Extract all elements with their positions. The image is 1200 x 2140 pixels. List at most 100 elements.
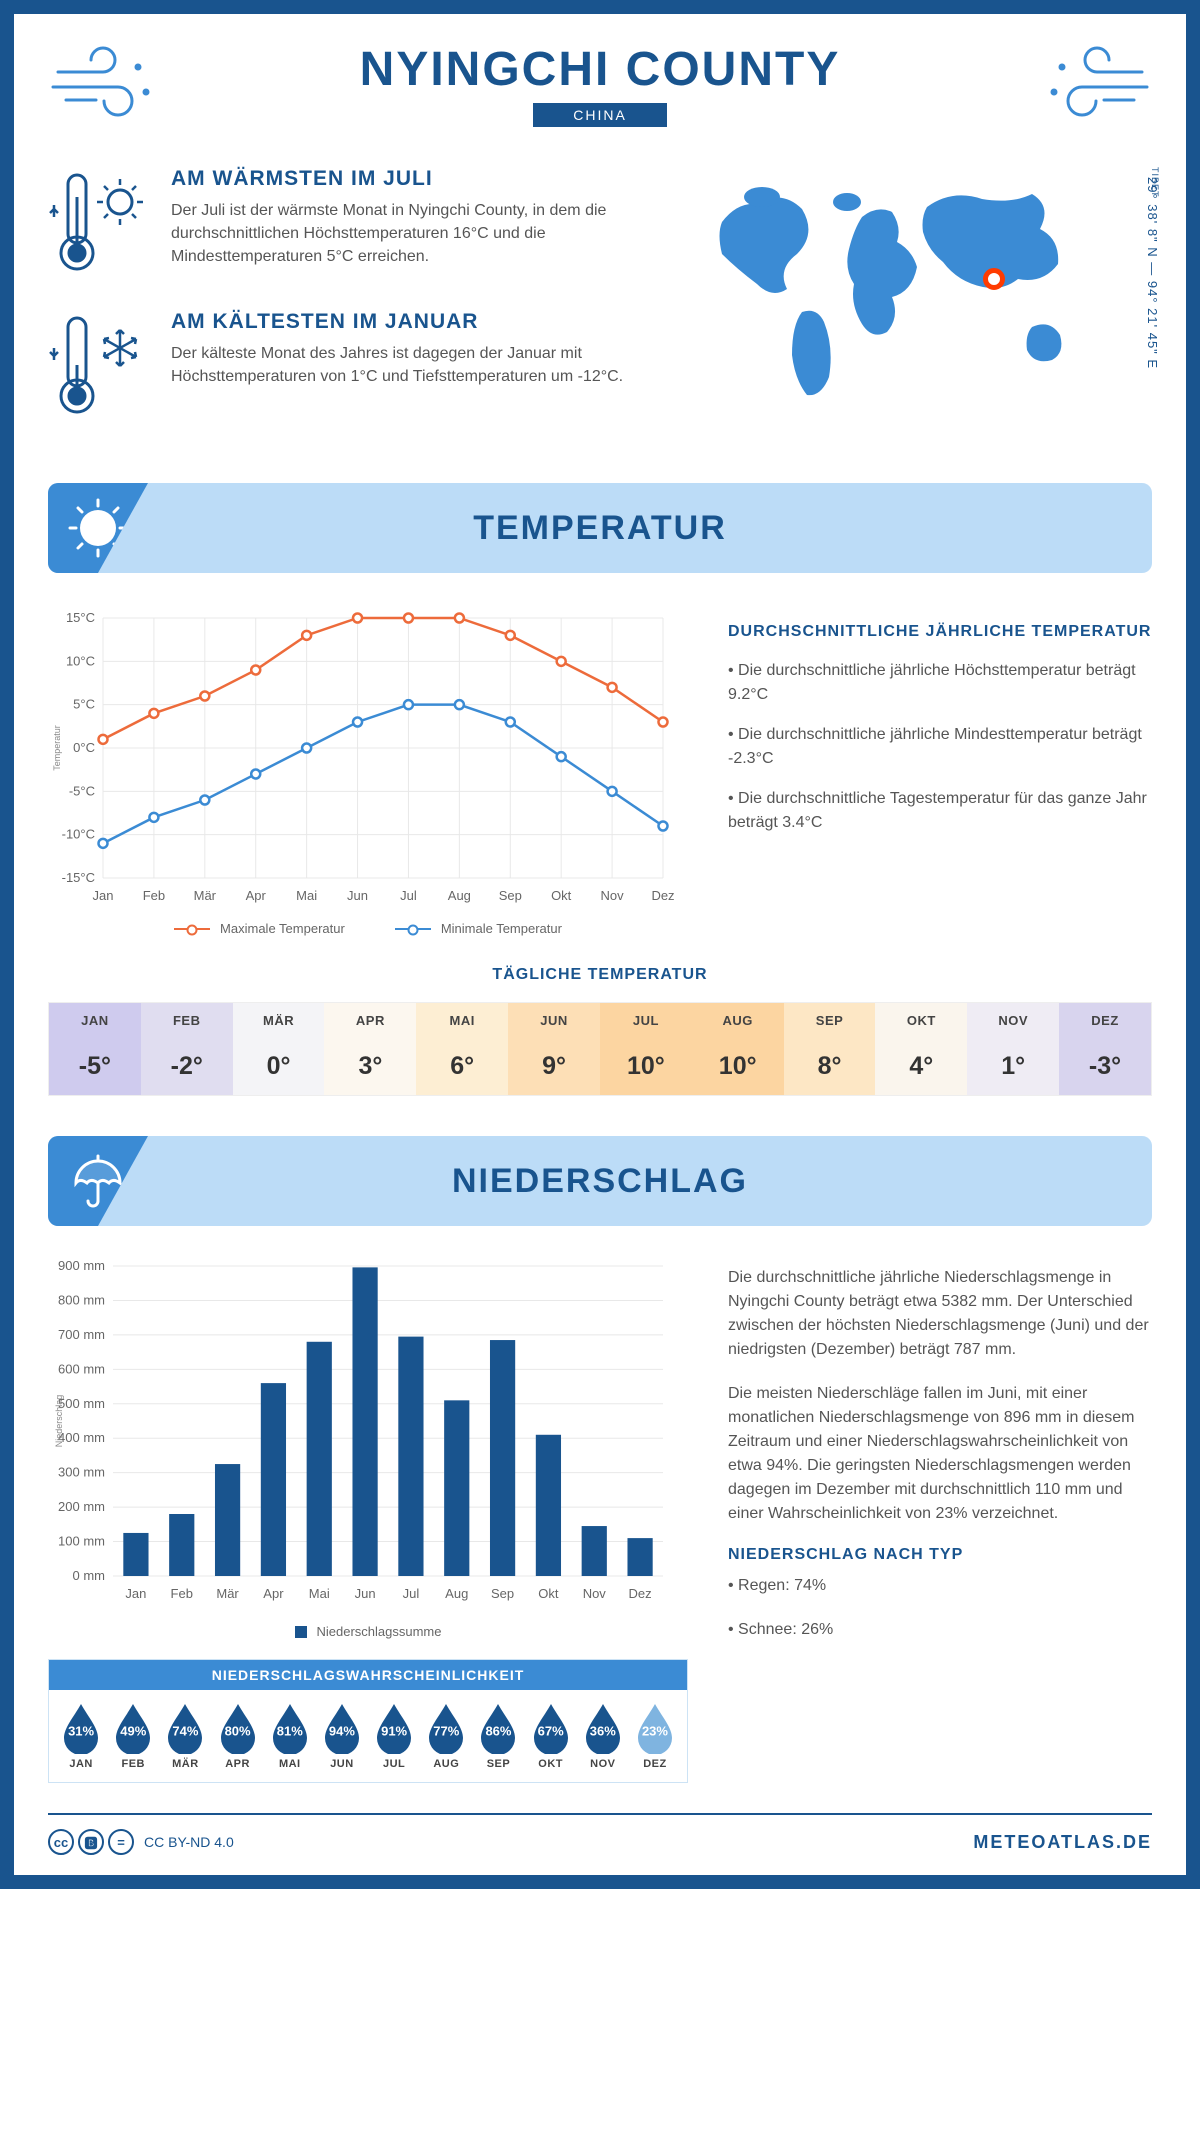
- raindrop-icon: 86%: [477, 1702, 519, 1754]
- footer: cc 🅱 = CC BY-ND 4.0 METEOATLAS.DE: [48, 1813, 1152, 1855]
- sun-icon: [48, 483, 148, 573]
- svg-text:-10°C: -10°C: [62, 827, 95, 842]
- svg-text:5°C: 5°C: [73, 697, 95, 712]
- month-label: AUG: [692, 1003, 784, 1038]
- svg-text:800 mm: 800 mm: [58, 1292, 105, 1307]
- world-map: [682, 167, 1112, 407]
- probability-item: 23% DEZ: [629, 1702, 681, 1770]
- svg-text:Jul: Jul: [400, 888, 417, 903]
- raindrop-icon: 94%: [321, 1702, 363, 1754]
- raindrop-icon: 67%: [530, 1702, 572, 1754]
- probability-item: 77% AUG: [420, 1702, 472, 1770]
- desc-para: Die durchschnittliche jährliche Niedersc…: [728, 1266, 1152, 1362]
- license: cc 🅱 = CC BY-ND 4.0: [48, 1829, 234, 1855]
- thermometer-snow-icon: [48, 310, 153, 425]
- temperature-row: -15°C-10°C-5°C0°C5°C10°C15°CJanFebMärApr…: [48, 603, 1152, 936]
- raindrop-icon: 36%: [582, 1702, 624, 1754]
- probability-title: NIEDERSCHLAGSWAHRSCHEINLICHKEIT: [49, 1660, 687, 1690]
- svg-text:Sep: Sep: [491, 1586, 514, 1601]
- raindrop-icon: 31%: [60, 1702, 102, 1754]
- month-label: NOV: [967, 1003, 1059, 1038]
- precip-type-line: • Regen: 74%: [728, 1574, 1152, 1598]
- raindrop-icon: 74%: [164, 1702, 206, 1754]
- desc-line: • Die durchschnittliche Tagestemperatur …: [728, 787, 1152, 835]
- month-label: SEP: [784, 1003, 876, 1038]
- svg-text:-5°C: -5°C: [69, 783, 95, 798]
- temp-value: 3°: [324, 1038, 416, 1095]
- svg-text:700 mm: 700 mm: [58, 1327, 105, 1342]
- wind-icon: [48, 42, 158, 127]
- month-label: JUN: [316, 1758, 368, 1770]
- probability-value: 94%: [329, 1723, 355, 1738]
- svg-text:500 mm: 500 mm: [58, 1396, 105, 1411]
- svg-text:Jan: Jan: [93, 888, 114, 903]
- probability-value: 91%: [381, 1723, 407, 1738]
- month-label: FEB: [141, 1003, 233, 1038]
- month-label: FEB: [107, 1758, 159, 1770]
- svg-text:15°C: 15°C: [66, 610, 95, 625]
- temp-col: OKT4°: [875, 1003, 967, 1095]
- raindrop-icon: 49%: [112, 1702, 154, 1754]
- month-label: JAN: [49, 1003, 141, 1038]
- probability-value: 67%: [538, 1723, 564, 1738]
- svg-text:Dez: Dez: [651, 888, 674, 903]
- temp-value: 10°: [692, 1038, 784, 1095]
- month-label: DEZ: [1059, 1003, 1151, 1038]
- svg-text:Apr: Apr: [263, 1586, 284, 1601]
- temp-col: AUG10°: [692, 1003, 784, 1095]
- month-label: OKT: [875, 1003, 967, 1038]
- temp-line-chart: -15°C-10°C-5°C0°C5°C10°C15°CJanFebMärApr…: [48, 603, 688, 936]
- svg-text:Dez: Dez: [629, 1586, 652, 1601]
- page-title: NYINGCHI COUNTY: [48, 42, 1152, 97]
- svg-text:Jun: Jun: [347, 888, 368, 903]
- overview-text: AM WÄRMSTEN IM JULI Der Juli ist der wär…: [48, 167, 652, 453]
- desc-line: • Die durchschnittliche jährliche Mindes…: [728, 723, 1152, 771]
- bar-legend: Niederschlagssumme: [48, 1624, 688, 1639]
- map-container: TIBET 29° 38' 8" N — 94° 21' 45" E: [682, 167, 1152, 453]
- month-label: JUL: [600, 1003, 692, 1038]
- warmest-title: AM WÄRMSTEN IM JULI: [171, 167, 652, 191]
- thermometer-sun-icon: [48, 167, 153, 282]
- svg-text:300 mm: 300 mm: [58, 1465, 105, 1480]
- svg-text:-15°C: -15°C: [62, 870, 95, 885]
- probability-value: 77%: [433, 1723, 459, 1738]
- probability-value: 74%: [172, 1723, 198, 1738]
- legend-min: Minimale Temperatur: [441, 921, 562, 936]
- month-label: SEP: [472, 1758, 524, 1770]
- raindrop-icon: 81%: [269, 1702, 311, 1754]
- temp-description: DURCHSCHNITTLICHE JÄHRLICHE TEMPERATUR •…: [728, 603, 1152, 936]
- precipitation-banner: NIEDERSCHLAG: [48, 1136, 1152, 1226]
- raindrop-icon: 77%: [425, 1702, 467, 1754]
- coldest-block: AM KÄLTESTEN IM JANUAR Der kälteste Mona…: [48, 310, 652, 425]
- daily-temp-title: TÄGLICHE TEMPERATUR: [48, 966, 1152, 984]
- temp-col: MÄR0°: [233, 1003, 325, 1095]
- svg-text:Temperatur: Temperatur: [52, 725, 62, 771]
- probability-item: 91% JUL: [368, 1702, 420, 1770]
- precip-bar-chart: 0 mm100 mm200 mm300 mm400 mm500 mm600 mm…: [48, 1256, 678, 1616]
- country-badge: CHINA: [533, 103, 667, 127]
- bar-legend-label: Niederschlagssumme: [317, 1624, 442, 1639]
- temp-col: JUN9°: [508, 1003, 600, 1095]
- probability-item: 74% MÄR: [159, 1702, 211, 1770]
- temp-value: 1°: [967, 1038, 1059, 1095]
- svg-text:Jun: Jun: [355, 1586, 376, 1601]
- temperature-banner: TEMPERATUR: [48, 483, 1152, 573]
- temp-col: FEB-2°: [141, 1003, 233, 1095]
- svg-text:Mai: Mai: [309, 1586, 330, 1601]
- probability-value: 36%: [590, 1723, 616, 1738]
- svg-text:Feb: Feb: [143, 888, 165, 903]
- overview-row: AM WÄRMSTEN IM JULI Der Juli ist der wär…: [48, 167, 1152, 453]
- temp-col: JUL10°: [600, 1003, 692, 1095]
- svg-text:200 mm: 200 mm: [58, 1499, 105, 1514]
- temp-value: -3°: [1059, 1038, 1151, 1095]
- desc-para: Die meisten Niederschläge fallen im Juni…: [728, 1382, 1152, 1526]
- probability-value: 81%: [277, 1723, 303, 1738]
- temp-value: -2°: [141, 1038, 233, 1095]
- month-label: MÄR: [159, 1758, 211, 1770]
- svg-text:Jan: Jan: [125, 1586, 146, 1601]
- month-label: APR: [212, 1758, 264, 1770]
- nd-icon: =: [108, 1829, 134, 1855]
- svg-text:900 mm: 900 mm: [58, 1258, 105, 1273]
- probability-value: 23%: [642, 1723, 668, 1738]
- precip-description: Die durchschnittliche jährliche Niedersc…: [728, 1256, 1152, 1783]
